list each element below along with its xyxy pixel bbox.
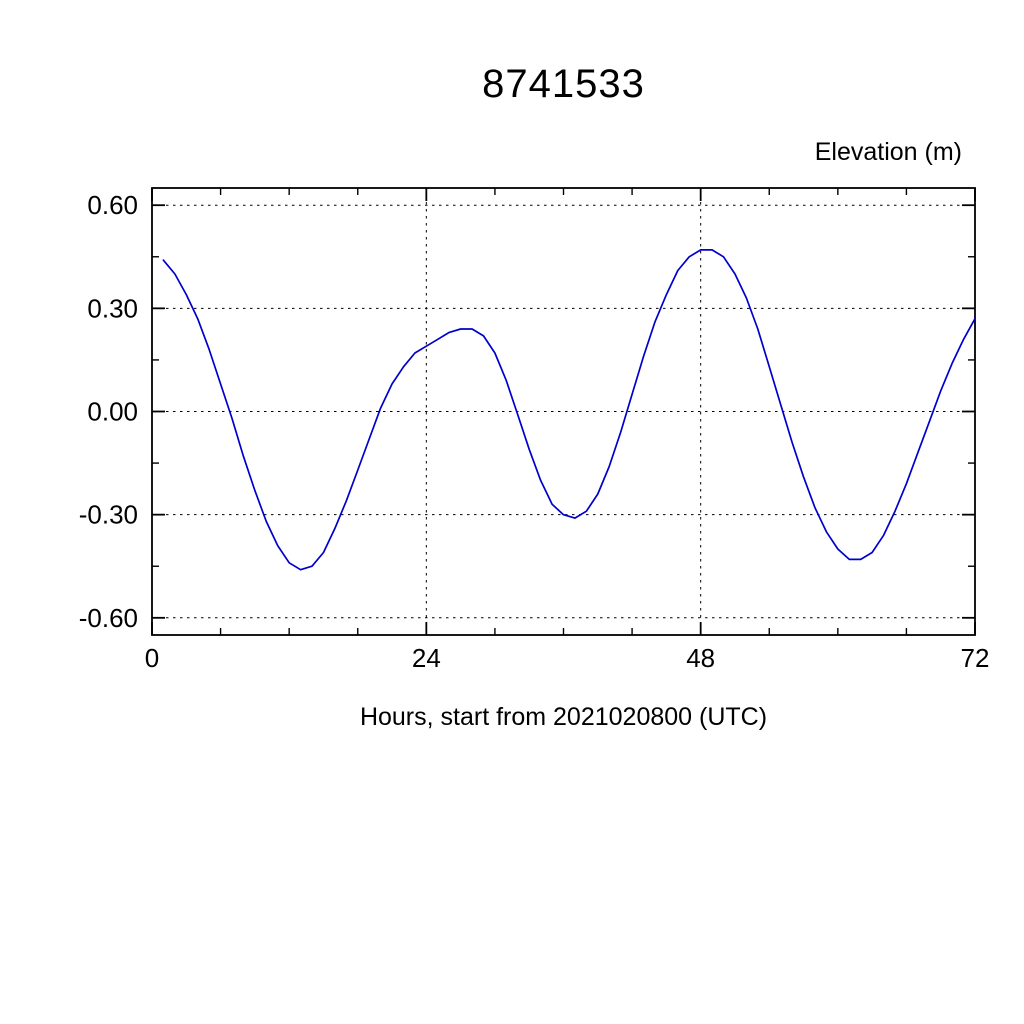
chart-title: 8741533: [482, 62, 645, 106]
x-tick-label: 0: [145, 643, 159, 673]
y-tick-label: -0.30: [79, 500, 138, 530]
y-tick-label: 0.00: [87, 397, 138, 427]
x-tick-label: 72: [961, 643, 990, 673]
x-tick-label: 48: [686, 643, 715, 673]
elevation-line: [162, 249, 976, 571]
y-tick-label: 0.60: [87, 190, 138, 220]
y-axis-title: Elevation (m): [814, 138, 962, 166]
y-tick-label: 0.30: [87, 293, 138, 323]
x-tick-label: 24: [412, 643, 441, 673]
y-tick-label: -0.60: [79, 603, 138, 633]
plot-frame: [151, 187, 976, 636]
x-axis-title: Hours, start from 2021020800 (UTC): [359, 703, 768, 731]
